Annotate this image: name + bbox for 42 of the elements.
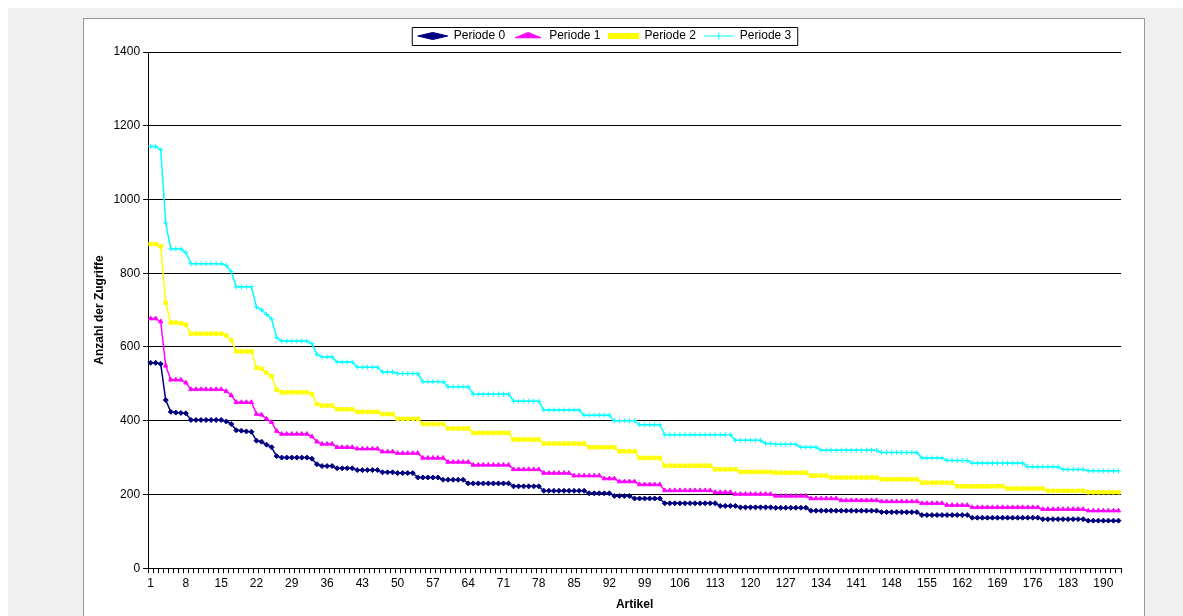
y-tick-label: 400 bbox=[120, 413, 141, 428]
x-tick-label: 127 bbox=[775, 575, 797, 590]
legend-label: Periode 3 bbox=[739, 28, 792, 43]
x-tick-label: 141 bbox=[846, 575, 867, 590]
x-tick-label: 148 bbox=[881, 575, 902, 590]
y-tick-label: 1400 bbox=[113, 44, 141, 59]
x-tick-label: 99 bbox=[637, 575, 652, 590]
x-tick-label: 190 bbox=[1093, 575, 1114, 590]
x-tick-label: 64 bbox=[461, 575, 476, 590]
x-axis-title: Artikel bbox=[615, 597, 654, 612]
legend-label: Periode 2 bbox=[644, 28, 697, 43]
x-tick-label: 78 bbox=[532, 575, 546, 590]
x-tick-label: 43 bbox=[355, 575, 370, 590]
x-tick-label: 50 bbox=[390, 575, 405, 590]
y-tick-label: 1000 bbox=[113, 191, 141, 206]
legend-label: Periode 0 bbox=[453, 28, 506, 43]
x-tick-label: 106 bbox=[669, 575, 691, 590]
x-tick-label: 1 bbox=[147, 575, 155, 590]
x-tick-label: 22 bbox=[249, 575, 264, 590]
y-tick-label: 1200 bbox=[113, 118, 141, 133]
x-tick-label: 71 bbox=[496, 575, 511, 590]
x-tick-label: 36 bbox=[320, 575, 335, 590]
x-tick-label: 29 bbox=[285, 575, 299, 590]
x-tick-label: 183 bbox=[1058, 575, 1079, 590]
x-tick-label: 162 bbox=[952, 575, 973, 590]
x-tick-label: 176 bbox=[1022, 575, 1044, 590]
x-tick-label: 155 bbox=[916, 575, 938, 590]
x-tick-label: 113 bbox=[705, 575, 726, 590]
y-tick-label: 0 bbox=[133, 560, 141, 575]
x-tick-label: 85 bbox=[567, 575, 582, 590]
x-tick-label: 92 bbox=[602, 575, 617, 590]
x-tick-label: 57 bbox=[426, 575, 440, 590]
y-axis-title: Anzahl der Zugriffe bbox=[91, 255, 106, 365]
y-tick-label: 600 bbox=[120, 339, 141, 354]
x-tick-label: 15 bbox=[214, 575, 229, 590]
x-tick-label: 134 bbox=[811, 575, 832, 590]
legend-label: Periode 1 bbox=[549, 28, 601, 43]
y-tick-label: 200 bbox=[120, 486, 141, 501]
y-tick-label: 800 bbox=[120, 265, 141, 280]
x-tick-label: 8 bbox=[182, 575, 190, 590]
x-tick-label: 120 bbox=[740, 575, 761, 590]
x-tick-label: 169 bbox=[987, 575, 1008, 590]
